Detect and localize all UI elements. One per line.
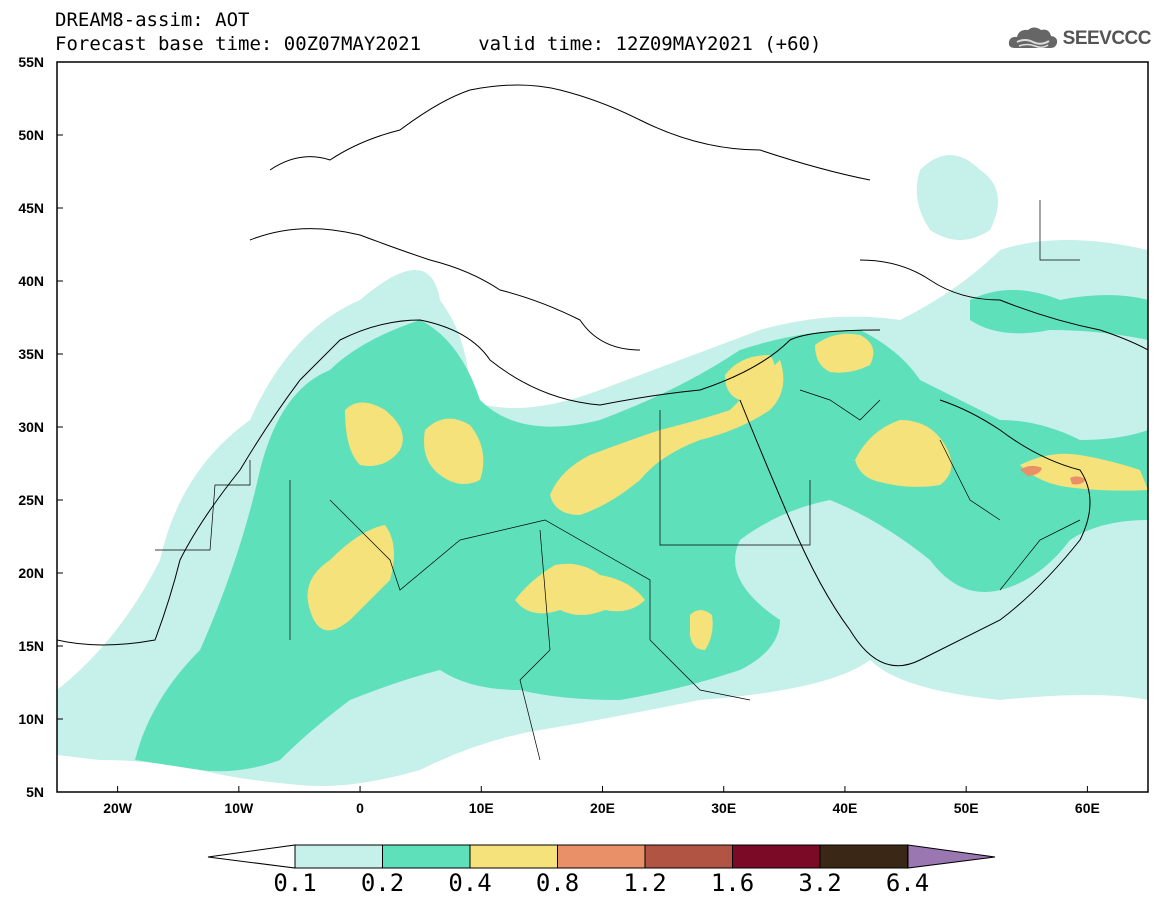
lat-label: 50N: [18, 127, 44, 143]
lat-label: 55N: [18, 54, 44, 70]
lat-label: 35N: [18, 346, 44, 362]
colorbar-box: [819, 844, 908, 869]
colorbar-box: [382, 844, 471, 869]
aot-contour-0.4-mauritania: [307, 525, 394, 631]
colorbar-low-triangle: [207, 844, 296, 869]
lon-label: 10W: [224, 800, 254, 816]
aot-contour-0.4-algeria: [345, 402, 403, 466]
aot-contour-0.4-iraq: [855, 420, 952, 487]
lat-label: 25N: [18, 492, 44, 508]
aot-contour-1.2-oman: [1070, 476, 1086, 485]
map-title: DREAM8-assim: AOT: [55, 9, 250, 31]
colorbar-box: [644, 844, 733, 869]
colorbar-box: [294, 844, 383, 869]
lat-label: 5N: [26, 784, 44, 800]
aot-contour-0.4-darfur: [690, 610, 713, 650]
colorbar-label: 1.2: [623, 869, 667, 897]
lat-label: 30N: [18, 419, 44, 435]
aot-contour-0.4-libya: [550, 360, 784, 515]
aot-contour-0.2-east: [970, 290, 1148, 340]
lat-label: 45N: [18, 200, 44, 216]
lat-label: 10N: [18, 711, 44, 727]
colorbar-box: [557, 844, 646, 869]
colorbar-label: 0.2: [360, 869, 405, 897]
lon-label: 50E: [953, 800, 979, 816]
aot-contour-0.4-sinai: [725, 355, 777, 402]
colorbar-label: 1.6: [710, 869, 755, 897]
lon-label: 60E: [1074, 800, 1100, 816]
axis-ticks: [57, 61, 1088, 793]
colorbar-label: 3.2: [798, 869, 842, 897]
lat-label: 20N: [18, 565, 44, 581]
lon-label: 40E: [832, 800, 858, 816]
lon-label: 20W: [103, 800, 132, 816]
lon-label: 30E: [711, 800, 737, 816]
lon-label: 20E: [590, 800, 615, 816]
aot-contour-0.4-chad: [515, 563, 645, 615]
coastlines: [57, 84, 1148, 667]
lon-label: 0: [356, 800, 364, 816]
colorbar: [207, 844, 996, 869]
colorbar-label: 6.4: [885, 869, 930, 897]
aot-contour-0.1-north: [916, 155, 998, 240]
country-borders: [155, 200, 1081, 761]
lat-label: 15N: [18, 638, 44, 654]
aot-contour-1.2-gulf: [1020, 465, 1042, 476]
aot-contour-0.4-gulf: [1020, 453, 1148, 491]
colorbar-label: 0.4: [448, 869, 492, 897]
aot-contour-0.4-tunisia: [424, 418, 484, 484]
lon-label: 10E: [468, 800, 494, 816]
logo-text: SEEVCCC: [1062, 28, 1152, 49]
colorbar-high-triangle: [907, 844, 996, 869]
colorbar-box: [469, 844, 558, 869]
forecast-times: Forecast base time: 00Z07MAY2021 valid t…: [55, 33, 822, 55]
colorbar-label: 0.8: [535, 869, 580, 897]
colorbar-label: 0.1: [273, 869, 317, 897]
aot-contour-0.4-syria: [815, 333, 874, 373]
seevccc-logo: SEEVCCC: [1007, 24, 1152, 54]
lat-label: 40N: [18, 273, 44, 289]
cloud-icon: [1008, 27, 1057, 49]
colorbar-box: [732, 844, 821, 869]
aot-field: [57, 155, 1148, 786]
